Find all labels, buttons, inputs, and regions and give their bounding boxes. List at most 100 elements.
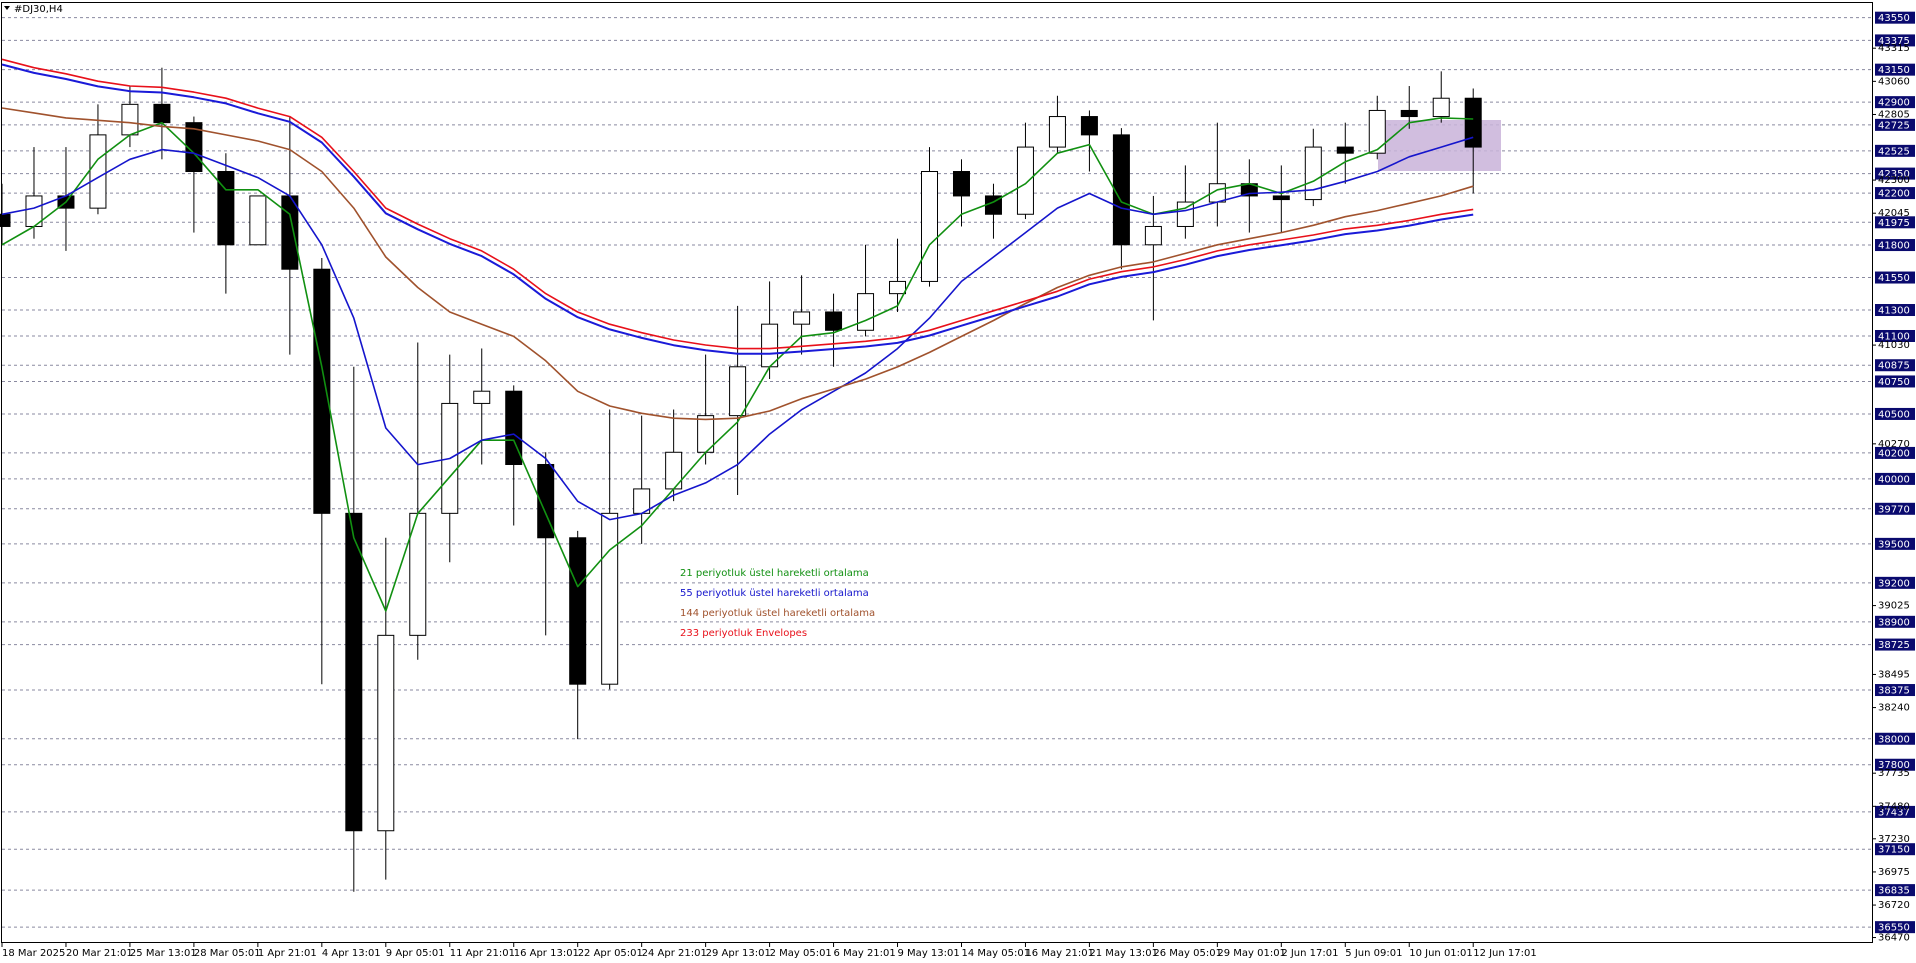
candle-body: [153, 103, 171, 124]
x-tick-label: 16 May 21:01: [1025, 948, 1094, 959]
y-tick-label: 37437: [1878, 807, 1910, 818]
ma-line: [1, 107, 1474, 421]
y-tick-label: 37230: [1878, 834, 1910, 845]
y-tick-label: 39200: [1878, 578, 1910, 589]
y-tick-label: 39500: [1878, 539, 1910, 550]
y-tick-label: 40000: [1878, 474, 1910, 485]
y-tick-label: 43550: [1878, 13, 1910, 24]
legend-entry: 21 periyotluk üstel hareketli ortalama: [680, 568, 869, 579]
y-tick-label: 43060: [1878, 76, 1910, 87]
x-tick-label: 20 Mar 21:01: [66, 948, 133, 959]
x-tick-label: 29 May 01:01: [1217, 948, 1286, 959]
legend-entry: 55 periyotluk üstel hareketli ortalama: [680, 588, 869, 599]
candle-body: [569, 537, 587, 685]
x-tick-label: 18 Mar 2025: [2, 948, 65, 959]
y-tick-label: 38495: [1878, 669, 1910, 680]
y-tick-label: 42525: [1878, 146, 1910, 157]
candle-body: [1336, 146, 1354, 154]
y-tick-label: 37480: [1878, 801, 1910, 812]
y-tick-label: 40875: [1878, 361, 1910, 372]
y-tick-box: [1875, 843, 1915, 856]
y-tick-box: [1875, 144, 1915, 157]
candle-body: [952, 171, 970, 197]
y-tick-label: 37150: [1878, 845, 1910, 856]
y-tick-box: [1875, 407, 1915, 420]
candle-body: [1432, 97, 1450, 118]
y-tick-label: 41800: [1878, 241, 1910, 252]
y-tick-box: [1875, 329, 1915, 342]
y-tick-label: 42900: [1878, 98, 1910, 109]
x-tick-label: 4 Apr 13:01: [322, 948, 381, 959]
x-tick-label: 2 Jun 17:01: [1281, 948, 1338, 959]
y-tick-label: 41550: [1878, 273, 1910, 284]
y-tick-label: 43150: [1878, 65, 1910, 76]
y-tick-box: [1875, 446, 1915, 459]
x-tick-label: 21 May 13:01: [1089, 948, 1158, 959]
candle-body: [1048, 116, 1066, 148]
x-tick-label: 12 Jun 17:01: [1473, 948, 1537, 959]
x-tick-label: 11 Apr 21:01: [450, 948, 515, 959]
x-tick-label: 24 Apr 21:01: [642, 948, 707, 959]
candle-body: [793, 311, 811, 325]
y-tick-box: [1875, 537, 1915, 550]
y-tick-label: 43315: [1878, 43, 1910, 54]
y-tick-box: [1875, 884, 1915, 897]
y-tick-label: 39770: [1878, 504, 1910, 515]
y-tick-box: [1875, 118, 1915, 131]
candle-body: [0, 213, 11, 227]
y-tick-label: 36550: [1878, 923, 1910, 934]
y-tick-label: 42200: [1878, 189, 1910, 200]
y-tick-box: [1875, 167, 1915, 180]
symbol-title: #DJ30,H4: [14, 4, 63, 15]
candle-body: [1112, 134, 1130, 246]
candle-body: [1400, 109, 1418, 118]
candle-body: [1016, 146, 1034, 215]
y-tick-box: [1875, 576, 1915, 589]
y-tick-label: 41300: [1878, 306, 1910, 317]
y-tick-label: 38725: [1878, 640, 1910, 651]
y-tick-label: 38900: [1878, 617, 1910, 628]
plot-frame: [1, 2, 1873, 943]
y-tick-label: 38000: [1878, 734, 1910, 745]
y-tick-box: [1875, 758, 1915, 771]
y-tick-label: 42725: [1878, 120, 1910, 131]
y-tick-label: 36975: [1878, 867, 1910, 878]
x-tick-label: 9 Apr 05:01: [386, 948, 445, 959]
candle-body: [857, 293, 875, 331]
candle-body: [185, 122, 203, 173]
y-tick-label: 42805: [1878, 109, 1910, 120]
y-tick-box: [1875, 239, 1915, 252]
y-tick-box: [1875, 921, 1915, 934]
x-tick-label: 29 Apr 13:01: [706, 948, 771, 959]
envelope-lower-line: [1, 63, 1474, 355]
y-tick-label: 41975: [1878, 218, 1910, 229]
ma-line: [1, 136, 1474, 521]
y-tick-label: 41100: [1878, 331, 1910, 342]
y-tick-label: 36720: [1878, 900, 1910, 911]
y-tick-box: [1875, 472, 1915, 485]
x-tick-label: 10 Jun 01:01: [1409, 948, 1473, 959]
candle-body: [281, 195, 299, 270]
candle-body: [1272, 195, 1290, 201]
x-tick-label: 22 Apr 05:01: [578, 948, 643, 959]
grid-layer: [2, 17, 1873, 928]
y-tick-box: [1875, 34, 1915, 47]
candle-body: [505, 390, 523, 465]
x-tick-label: 5 Jun 09:01: [1345, 948, 1402, 959]
candle-body: [473, 390, 491, 404]
y-tick-label: 40500: [1878, 409, 1910, 420]
candle-body: [1464, 97, 1482, 148]
ma-line: [1, 58, 1474, 350]
y-tick-label: 41030: [1878, 340, 1910, 351]
y-tick-box: [1875, 375, 1915, 388]
x-tick-label: 26 May 05:01: [1153, 948, 1222, 959]
y-tick-box: [1875, 684, 1915, 697]
x-tick-label: 9 May 13:01: [898, 948, 960, 959]
y-tick-box: [1875, 63, 1915, 76]
x-tick-label: 14 May 05:01: [961, 948, 1030, 959]
y-tick-box: [1875, 96, 1915, 109]
x-tick-label: 6 May 21:01: [834, 948, 896, 959]
candle-body: [729, 366, 747, 417]
candle-body: [249, 195, 267, 246]
